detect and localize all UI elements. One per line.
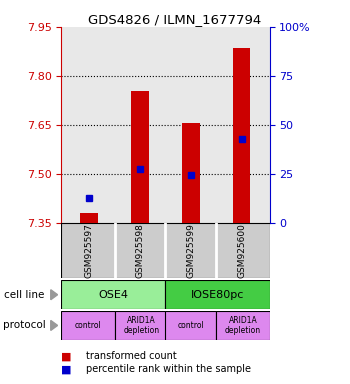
Text: ARID1A
depletion: ARID1A depletion <box>123 316 159 335</box>
Text: ■: ■ <box>61 364 72 374</box>
Bar <box>182 123 199 223</box>
Bar <box>216 311 270 340</box>
Text: GSM925599: GSM925599 <box>186 223 195 278</box>
Bar <box>165 280 270 309</box>
Bar <box>131 91 149 223</box>
Bar <box>165 311 216 340</box>
Text: GSM925600: GSM925600 <box>237 223 246 278</box>
Bar <box>233 48 251 223</box>
Text: protocol: protocol <box>4 320 46 331</box>
Text: control: control <box>75 321 101 330</box>
Text: GSM925597: GSM925597 <box>85 223 94 278</box>
Polygon shape <box>51 290 57 300</box>
Bar <box>61 280 165 309</box>
Bar <box>114 311 168 340</box>
Text: IOSE80pc: IOSE80pc <box>191 290 244 300</box>
Text: OSE4: OSE4 <box>98 290 128 300</box>
Text: transformed count: transformed count <box>86 351 176 361</box>
Text: ARID1A
depletion: ARID1A depletion <box>225 316 261 335</box>
Text: control: control <box>177 321 204 330</box>
Polygon shape <box>51 320 57 330</box>
Text: ■: ■ <box>61 351 72 361</box>
Bar <box>61 311 114 340</box>
Text: GDS4826 / ILMN_1677794: GDS4826 / ILMN_1677794 <box>88 13 262 26</box>
Bar <box>80 213 98 223</box>
Text: percentile rank within the sample: percentile rank within the sample <box>86 364 251 374</box>
Text: cell line: cell line <box>4 290 44 300</box>
Text: GSM925598: GSM925598 <box>135 223 145 278</box>
